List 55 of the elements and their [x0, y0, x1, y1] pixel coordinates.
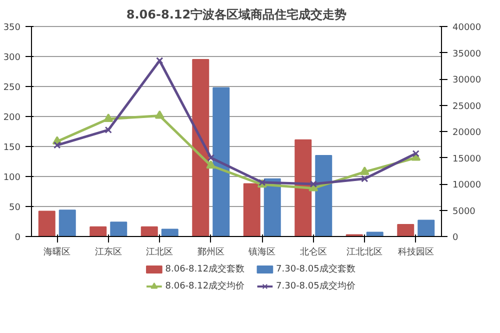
bar: [212, 87, 230, 236]
x-tick-label: 江东区: [94, 246, 122, 258]
y2-tick-label: 40000: [452, 23, 482, 33]
point: [207, 154, 214, 162]
legend-label: 7.30-8.05成交套数: [276, 264, 356, 274]
y-tick-label: 300: [3, 53, 21, 63]
chart-title: 8.06-8.12宁波各区域商品住宅成交走势: [126, 8, 347, 22]
y2-tick-label: 0: [452, 233, 458, 243]
bar: [418, 220, 435, 236]
bar: [243, 183, 260, 236]
bar: [315, 155, 332, 236]
y2-tick-label: 35000: [452, 49, 482, 60]
y-tick-label: 150: [3, 143, 21, 153]
legend-label: 7.30-8.05成交均价: [276, 280, 356, 292]
bar: [397, 224, 414, 236]
y2-tick-label: 15000: [452, 154, 482, 164]
y-tick-label: 250: [3, 83, 21, 93]
bar: [161, 228, 178, 236]
point: [104, 114, 114, 122]
x-tick-label: 科技园区: [398, 246, 434, 258]
point: [206, 160, 216, 169]
bar: [294, 139, 312, 236]
point: [360, 166, 370, 175]
bar: [38, 210, 56, 236]
point: [361, 175, 368, 182]
legend-label: 8.06-8.12成交均价: [165, 280, 245, 292]
point: [412, 150, 420, 158]
y-tick-label: 200: [3, 113, 21, 123]
x-tick-label: 江北北区: [346, 246, 383, 258]
bar: [264, 178, 281, 236]
point: [104, 126, 112, 134]
bar: [90, 226, 107, 236]
y-tick-label: 350: [3, 23, 21, 33]
x-tick-label: 镇海区: [248, 246, 276, 258]
bar: [110, 222, 128, 236]
point: [154, 110, 164, 119]
y2-tick-label: 25000: [452, 102, 482, 112]
point: [54, 142, 61, 149]
bar: [140, 226, 158, 236]
x-tick-label: 海曙区: [44, 246, 71, 258]
x-tick-label: 鄞州区: [197, 246, 224, 258]
point: [310, 180, 317, 188]
bar: [58, 210, 76, 236]
y2-tick-label: 20000: [452, 128, 482, 138]
y2-tick-label: 10000: [452, 180, 482, 190]
y-tick-label: 50: [9, 203, 21, 213]
y2-tick-label: 30000: [452, 76, 482, 86]
bar: [192, 59, 210, 236]
y2-tick-label: 5000: [452, 206, 476, 217]
point: [156, 57, 164, 64]
y-tick-label: 100: [3, 173, 21, 183]
x-tick-label: 北仑区: [300, 246, 327, 258]
y-tick-label: 0: [14, 233, 21, 243]
legend-label: 8.06-8.12成交套数: [165, 264, 245, 274]
x-tick-label: 江北区: [146, 246, 174, 258]
